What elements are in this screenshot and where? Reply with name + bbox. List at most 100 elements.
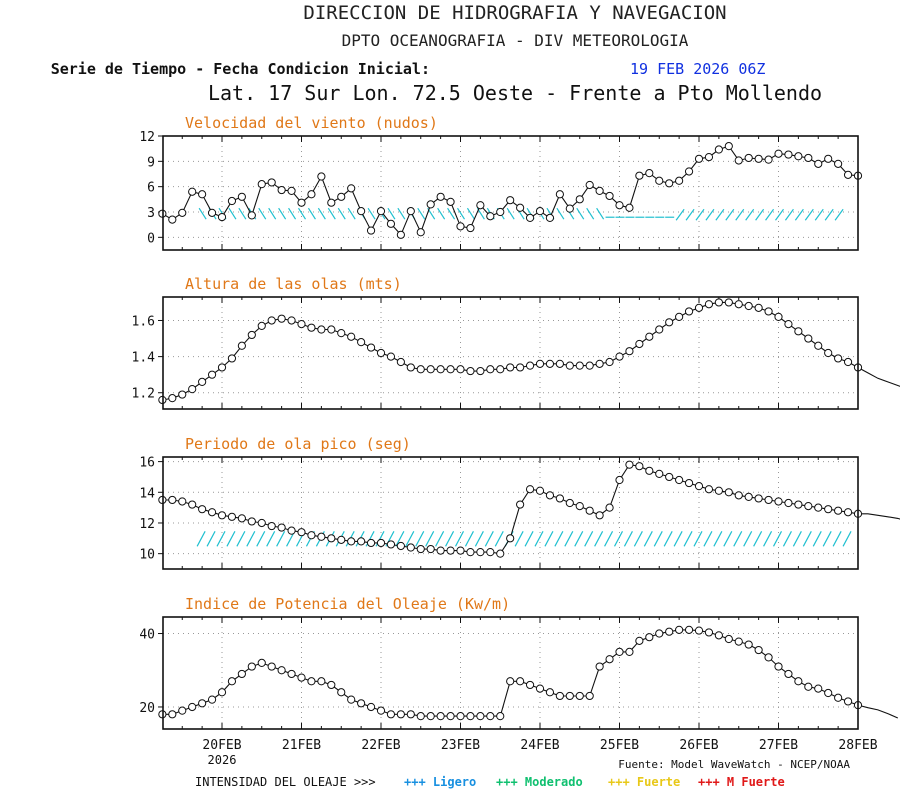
data-point: [436, 546, 445, 555]
data-point: [774, 662, 783, 671]
panel-2: Altura de las olas (mts) 1.2 1.4 1.6: [132, 275, 900, 410]
data-point: [267, 662, 276, 671]
legend-item-moderado: +++ Moderado: [496, 775, 583, 789]
data-point: [684, 625, 694, 634]
panel-title-velocidad-del-viento-nudos: Velocidad del viento (nudos): [185, 114, 438, 132]
wave-direction-arrow: [802, 531, 812, 547]
x-tick-label: 28FEB: [838, 738, 877, 753]
y-tick-label: 1.4: [132, 351, 156, 366]
data-point: [188, 500, 197, 509]
data-point: [327, 534, 336, 543]
data-point: [814, 684, 823, 693]
wind-direction-arrow: [307, 207, 316, 220]
data-point: [704, 485, 714, 494]
data-point: [227, 196, 237, 206]
data-point: [247, 211, 256, 220]
data-point: [406, 710, 415, 719]
data-point: [506, 677, 515, 686]
wave-direction-arrow: [256, 531, 266, 547]
wave-direction-arrow: [405, 531, 415, 547]
data-point: [774, 497, 783, 506]
data-point: [525, 213, 535, 223]
data-point: [545, 688, 555, 697]
data-point: [843, 508, 853, 517]
wave-direction-arrow: [663, 531, 673, 547]
wave-direction-arrow: [574, 531, 584, 547]
data-point: [665, 472, 674, 482]
y-tick-label: 1.6: [132, 314, 155, 329]
data-point: [307, 190, 316, 199]
x-axis: 20FEB 21FEB 22FEB 23FEB 24FEB 25FEB 26FEB 27FEB…: [202, 738, 877, 753]
data-point: [416, 712, 425, 721]
wave-direction-arrow: [435, 531, 445, 547]
x-tick-label: 26FEB: [679, 738, 718, 753]
data-point: [694, 303, 704, 312]
data-point: [645, 466, 654, 475]
data-point: [506, 363, 515, 372]
panel-3: Periodo de ola pico (seg) 10 12 14 16: [139, 435, 900, 570]
data-point: [744, 640, 753, 649]
wind-direction-arrow: [397, 207, 406, 220]
data-point: [754, 154, 763, 163]
data-point: [486, 212, 495, 221]
data-point: [734, 637, 743, 646]
data-point: [486, 548, 495, 557]
data-point: [287, 526, 296, 535]
data-point: [814, 503, 823, 512]
data-point: [366, 226, 376, 235]
panel-frame: [162, 456, 859, 570]
data-point: [665, 318, 674, 327]
data-point: [366, 538, 376, 548]
wind-direction-arrow: [745, 208, 755, 221]
data-point: [297, 198, 306, 207]
data-point: [446, 365, 455, 374]
data-point: [327, 680, 336, 690]
wave-direction-arrow: [425, 531, 435, 547]
data-point: [724, 298, 733, 307]
data-point: [287, 316, 296, 325]
wind-direction-arrow: [695, 208, 705, 221]
data-point: [714, 145, 723, 154]
data-point: [764, 307, 773, 316]
data-point: [605, 655, 614, 664]
data-point: [287, 186, 296, 195]
wave-direction-arrow: [792, 531, 802, 547]
data-point: [257, 518, 266, 528]
panel-frame: [162, 616, 859, 730]
data-point: [595, 359, 604, 368]
data-point: [754, 645, 763, 655]
wave-direction-arrow: [832, 531, 842, 547]
data-point: [764, 155, 773, 164]
data-point: [416, 544, 425, 554]
data-point: [357, 207, 366, 216]
wave-direction-arrow: [594, 531, 604, 547]
data-point: [257, 180, 266, 189]
data-point: [804, 682, 813, 691]
data-point: [188, 702, 197, 712]
data-point: [317, 532, 326, 541]
data-point: [307, 677, 316, 686]
data-point: [665, 627, 674, 636]
wave-direction-arrow: [484, 531, 494, 547]
data-point: [655, 325, 664, 334]
data-point: [764, 653, 773, 662]
source-credit: Fuente: Model WaveWatch - NCEP/NOAA: [618, 758, 850, 771]
wave-direction-arrow: [554, 531, 564, 547]
header-institution: DIRECCION DE HIDROGRAFIA Y NAVEGACION: [303, 2, 726, 24]
data-point: [595, 662, 604, 671]
data-point: [824, 154, 833, 163]
data-point: [675, 475, 684, 485]
data-point: [307, 323, 316, 332]
data-point: [396, 357, 405, 367]
wave-direction-arrow: [683, 531, 693, 547]
data-point: [625, 647, 634, 656]
data-point: [545, 213, 555, 223]
data-point: [754, 303, 763, 312]
data-point: [178, 390, 187, 399]
data-point: [168, 495, 177, 505]
data-point: [794, 327, 803, 336]
data-point: [277, 666, 286, 675]
wind-direction-arrow: [297, 207, 307, 220]
